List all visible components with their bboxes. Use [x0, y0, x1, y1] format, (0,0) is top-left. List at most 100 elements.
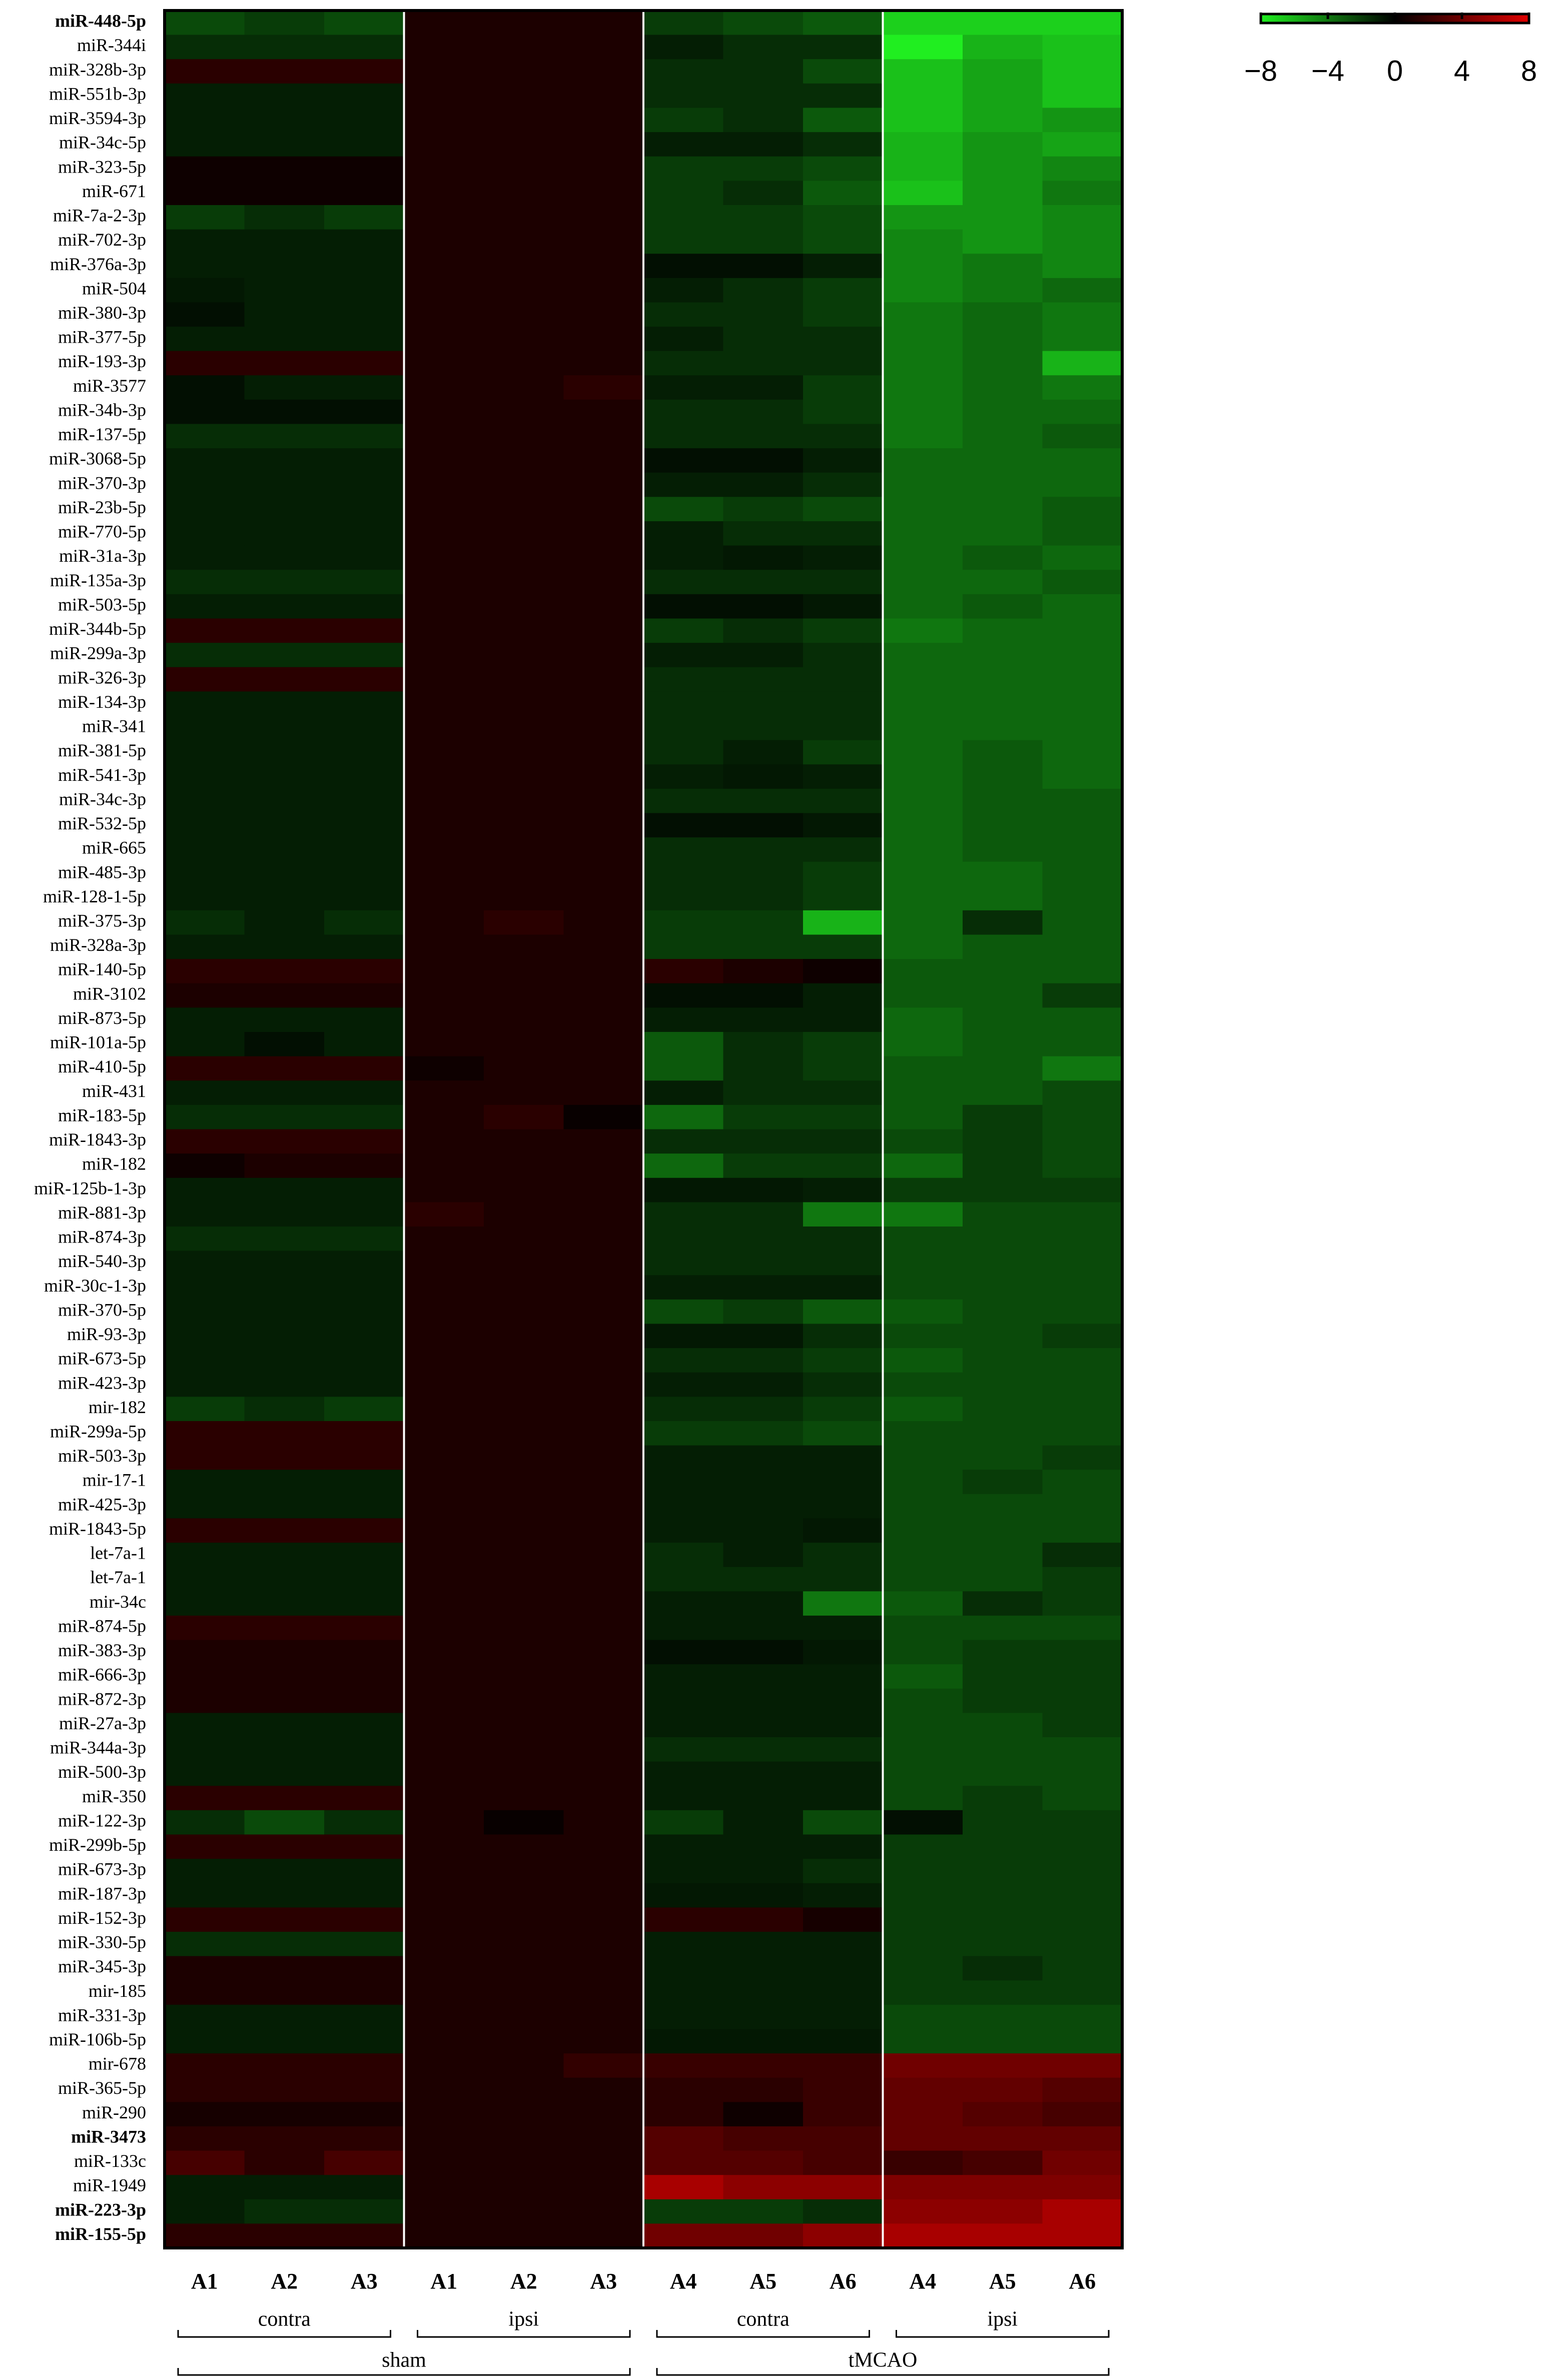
heatmap-cell — [244, 11, 325, 36]
heatmap-cell — [484, 254, 564, 279]
heatmap-cell — [803, 691, 884, 716]
heatmap-cell — [324, 667, 405, 692]
heatmap-cell — [244, 570, 325, 595]
heatmap-cell — [1042, 643, 1123, 668]
heatmap-cell — [963, 1080, 1043, 1105]
heatmap-cell — [963, 861, 1043, 886]
row-label: miR-135a-3p — [50, 570, 146, 590]
heatmap-cell — [1042, 351, 1123, 376]
heatmap-cell — [244, 1080, 325, 1105]
heatmap-cell — [404, 375, 484, 400]
heatmap-cell — [165, 886, 245, 911]
heatmap-cell — [324, 1421, 405, 1446]
heatmap-cell — [244, 1713, 325, 1738]
heatmap-cell — [165, 399, 245, 425]
heatmap-cell — [165, 1348, 245, 1373]
heatmap-cell — [723, 1080, 804, 1105]
heatmap-cell — [165, 1226, 245, 1252]
heatmap-cell — [324, 2029, 405, 2054]
heatmap-cell — [324, 1129, 405, 1154]
heatmap-cell — [165, 837, 245, 862]
heatmap-cell — [244, 2029, 325, 2054]
heatmap-cell — [324, 497, 405, 522]
heatmap-cell — [723, 351, 804, 376]
heatmap-cell — [244, 497, 325, 522]
heatmap-cell — [643, 59, 724, 84]
heatmap-cell — [484, 1421, 564, 1446]
heatmap-cell — [803, 667, 884, 692]
heatmap-cell — [803, 2223, 884, 2248]
heatmap-cell — [723, 1348, 804, 1373]
heatmap-cell — [723, 11, 804, 36]
heatmap-cell — [1042, 715, 1123, 741]
heatmap-cell — [1042, 1543, 1123, 1568]
column-label: A4 — [909, 2269, 936, 2293]
heatmap-cell — [404, 1713, 484, 1738]
heatmap-cell — [165, 327, 245, 352]
row-label: miR-23b-5p — [58, 497, 146, 517]
heatmap-cell — [803, 254, 884, 279]
heatmap-cell — [563, 2053, 644, 2078]
heatmap-cell — [963, 1567, 1043, 1592]
heatmap-cell — [484, 1007, 564, 1032]
heatmap-cell — [883, 1421, 963, 1446]
row-label: miR-874-3p — [58, 1227, 146, 1247]
row-label: miR-500-3p — [58, 1762, 146, 1782]
heatmap-cell — [484, 1859, 564, 1884]
heatmap-cell — [484, 959, 564, 984]
heatmap-cell — [404, 1202, 484, 1227]
row-label: miR-155-5p — [55, 2224, 146, 2244]
row-label: miR-34c-3p — [59, 789, 146, 809]
heatmap-cell — [723, 1202, 804, 1227]
heatmap-cell — [643, 1615, 724, 1641]
heatmap-cell — [963, 1713, 1043, 1738]
colorbar-tick-label: −8 — [1244, 55, 1277, 87]
heatmap-cell — [404, 2029, 484, 2054]
heatmap-cell — [404, 594, 484, 619]
heatmap-cell — [1042, 1810, 1123, 1835]
heatmap-cell — [324, 278, 405, 303]
row-label: miR-3068-5p — [49, 449, 146, 469]
heatmap-cell — [803, 2053, 884, 2078]
heatmap-cell — [404, 983, 484, 1008]
heatmap-cell — [324, 83, 405, 109]
heatmap-cell — [404, 667, 484, 692]
heatmap-cell — [165, 1615, 245, 1641]
heatmap-cell — [803, 1494, 884, 1519]
heatmap-cell — [165, 1543, 245, 1568]
heatmap-cell — [484, 59, 564, 84]
heatmap-cell — [1042, 983, 1123, 1008]
heatmap-cell — [165, 1980, 245, 2005]
heatmap-cell — [1042, 1640, 1123, 1665]
heatmap-cell — [803, 1032, 884, 1057]
row-label: miR-431 — [82, 1081, 146, 1101]
heatmap-cell — [643, 2102, 724, 2127]
heatmap-cell — [723, 545, 804, 570]
heatmap-cell — [723, 1664, 804, 1689]
heatmap-cell — [963, 570, 1043, 595]
heatmap-cell — [643, 594, 724, 619]
heatmap-cell — [643, 83, 724, 109]
row-label: miR-27a-3p — [59, 1713, 146, 1733]
heatmap-cell — [484, 1397, 564, 1422]
heatmap-cell — [324, 448, 405, 473]
heatmap-cell — [563, 1786, 644, 1811]
heatmap-cell — [324, 1543, 405, 1568]
heatmap-cell — [643, 740, 724, 765]
heatmap-cell — [883, 35, 963, 60]
heatmap-cell — [563, 1372, 644, 1397]
heatmap-cell — [1042, 2199, 1123, 2224]
heatmap-cell — [883, 1324, 963, 1349]
heatmap-cell — [1042, 1056, 1123, 1081]
heatmap-cell — [643, 1445, 724, 1470]
heatmap-cell — [883, 764, 963, 789]
heatmap-cell — [244, 2102, 325, 2127]
heatmap-cell — [643, 667, 724, 692]
heatmap-cell — [883, 2199, 963, 2224]
heatmap-cell — [963, 1834, 1043, 1859]
heatmap-cell — [1042, 1177, 1123, 1203]
heatmap-cell — [484, 1737, 564, 1762]
heatmap-cell — [1042, 934, 1123, 959]
heatmap-cell — [723, 691, 804, 716]
heatmap-cell — [563, 545, 644, 570]
